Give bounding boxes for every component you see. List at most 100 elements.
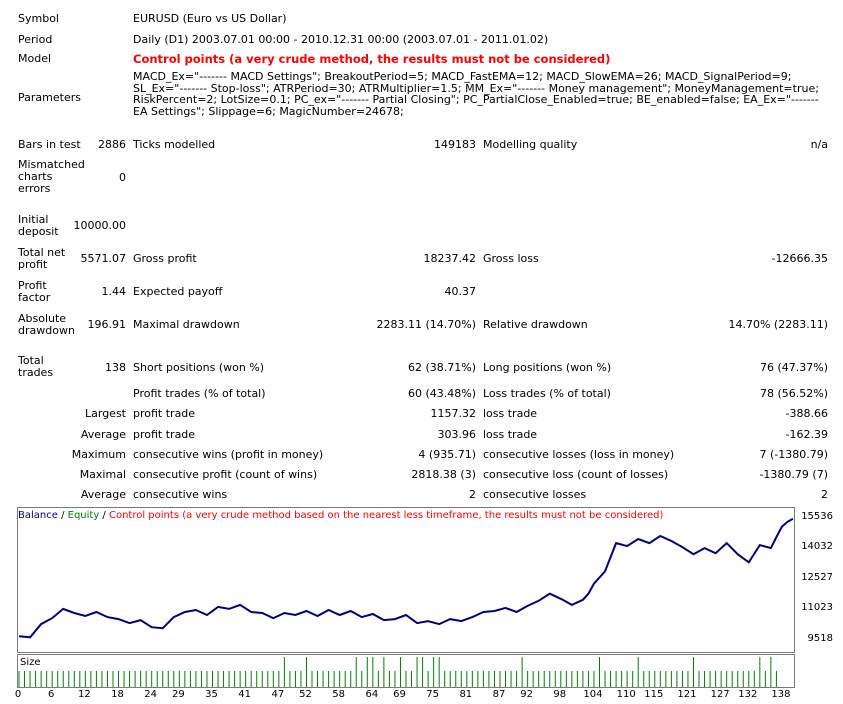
maxdd-value: 2283.11 (14.70%) bbox=[376, 318, 476, 331]
y-tick-label: 9518 bbox=[807, 633, 833, 644]
x-tick-label: 75 bbox=[426, 689, 439, 700]
quality-value: n/a bbox=[810, 138, 828, 151]
largest-loss-label: loss trade bbox=[483, 407, 538, 420]
mismatch-value: 0 bbox=[119, 171, 126, 184]
x-tick-label: 24 bbox=[144, 689, 158, 700]
short-label: Short positions (won %) bbox=[133, 361, 265, 374]
x-tick-label: 58 bbox=[332, 689, 346, 700]
quality-label: Modelling quality bbox=[483, 138, 578, 151]
maximal-consec-profit-value: 2818.38 (3) bbox=[411, 468, 476, 481]
maximal-consec-profit-label: consecutive profit (count of wins) bbox=[133, 468, 318, 481]
reldd-value: 14.70% (2283.11) bbox=[728, 318, 828, 331]
legend-separator: / bbox=[57, 510, 68, 521]
ptrades-label: Profit trades (% of total) bbox=[133, 387, 266, 400]
netprofit-label: Total net profit bbox=[18, 246, 66, 271]
model-value: Control points (a very crude method, the… bbox=[133, 52, 611, 66]
x-tick-label: 47 bbox=[271, 689, 285, 700]
average-profit-label: profit trade bbox=[133, 428, 196, 441]
grossloss-value: -12666.35 bbox=[771, 252, 828, 265]
largest-profit-label: profit trade bbox=[133, 407, 196, 420]
y-tick-label: 14032 bbox=[801, 541, 833, 553]
absdd-value: 196.91 bbox=[87, 318, 127, 331]
max-consec-wins-value: 4 (935.71) bbox=[418, 448, 476, 461]
x-tick-label: 87 bbox=[492, 689, 506, 700]
x-tick-label: 52 bbox=[299, 689, 312, 700]
chart-legend: Balance / Equity / Control points (a ver… bbox=[18, 510, 663, 521]
ltrades-value: 78 (56.52%) bbox=[759, 387, 828, 400]
x-tick-label: 29 bbox=[171, 689, 185, 700]
legend-equity: Equity bbox=[67, 510, 100, 521]
grossprofit-value: 18237.42 bbox=[423, 252, 477, 265]
x-tick-label: 127 bbox=[710, 689, 730, 700]
bars-value: 2886 bbox=[98, 138, 126, 151]
x-tick-label: 110 bbox=[616, 689, 636, 700]
avg-consec-wins-value: 2 bbox=[469, 488, 476, 501]
y-tick-label: 15536 bbox=[801, 511, 833, 522]
x-tick-label: 12 bbox=[77, 689, 91, 700]
ltrades-label: Loss trades (% of total) bbox=[483, 387, 611, 400]
largest-loss-value: -388.66 bbox=[785, 407, 828, 420]
mismatch-label: Mismatched charts errors bbox=[18, 158, 85, 195]
payoff-value: 40.37 bbox=[444, 285, 477, 298]
average2-label: Average bbox=[80, 488, 126, 501]
legend-control-points: Control points (a very crude method base… bbox=[108, 510, 664, 521]
payoff-label: Expected payoff bbox=[133, 285, 223, 298]
ticks-label: Ticks modelled bbox=[133, 138, 216, 151]
grossloss-label: Gross loss bbox=[483, 252, 539, 265]
y-tick-label: 12527 bbox=[801, 572, 833, 583]
reldd-label: Relative drawdown bbox=[483, 318, 588, 331]
y-tick-label: 11023 bbox=[801, 602, 833, 614]
trades-label: Total trades bbox=[18, 354, 54, 379]
x-tick-label: 138 bbox=[771, 689, 791, 700]
trades-value: 138 bbox=[105, 361, 126, 374]
x-tick-label: 81 bbox=[459, 689, 473, 700]
size-label: Size bbox=[20, 657, 41, 668]
max-consec-wins-label: consecutive wins (profit in money) bbox=[133, 448, 324, 461]
ptrades-value: 60 (43.48%) bbox=[407, 387, 476, 400]
symbol-value: EURUSD (Euro vs US Dollar) bbox=[133, 12, 287, 25]
period-value: Daily (D1) 2003.07.01 00:00 - 2010.12.31… bbox=[133, 33, 549, 46]
x-tick-label: 104 bbox=[583, 689, 603, 700]
average-loss-label: loss trade bbox=[483, 428, 538, 441]
maxdd-label: Maximal drawdown bbox=[133, 318, 240, 331]
short-value: 62 (38.71%) bbox=[407, 361, 476, 374]
average-loss-value: -162.39 bbox=[785, 428, 828, 441]
long-label: Long positions (won %) bbox=[483, 361, 612, 374]
bars-label: Bars in test bbox=[18, 138, 81, 151]
maximal-consec-loss-value: -1380.79 (7) bbox=[759, 468, 828, 481]
balance-chart-svg bbox=[18, 517, 794, 639]
size-chart bbox=[17, 654, 795, 688]
legend-balance: Balance bbox=[18, 510, 58, 521]
avg-consec-wins-label: consecutive wins bbox=[133, 488, 228, 501]
x-tick-label: 35 bbox=[205, 689, 218, 700]
x-tick-label: 64 bbox=[365, 689, 379, 700]
pf-value: 1.44 bbox=[101, 285, 127, 298]
absdd-label: Absolute drawdown bbox=[18, 312, 75, 337]
avg-consec-losses-value: 2 bbox=[821, 488, 828, 501]
size-chart-svg bbox=[18, 657, 777, 687]
netprofit-value: 5571.07 bbox=[80, 252, 127, 265]
model-label: Model bbox=[18, 52, 52, 65]
x-tick-label: 69 bbox=[393, 689, 406, 700]
balance-chart bbox=[17, 507, 795, 653]
max-consec-losses-value: 7 (-1380.79) bbox=[759, 448, 828, 461]
parameters-value: MACD_Ex="------- MACD Settings"; Breakou… bbox=[133, 70, 819, 118]
pf-label: Profit factor bbox=[18, 279, 51, 304]
maximal-consec-loss-label: consecutive loss (count of losses) bbox=[483, 468, 669, 481]
average-label: Average bbox=[80, 428, 126, 441]
grossprofit-label: Gross profit bbox=[133, 252, 197, 265]
x-tick-label: 6 bbox=[47, 689, 55, 700]
deposit-label: Initial deposit bbox=[18, 213, 59, 238]
ticks-value: 149183 bbox=[434, 138, 476, 151]
max-consec-losses-label: consecutive losses (loss in money) bbox=[483, 448, 675, 461]
x-tick-label: 98 bbox=[553, 689, 567, 700]
period-label: Period bbox=[18, 33, 53, 46]
average-profit-value: 303.96 bbox=[437, 428, 477, 441]
symbol-label: Symbol bbox=[18, 12, 59, 25]
x-tick-label: 132 bbox=[738, 689, 758, 700]
maximal-label: Maximal bbox=[79, 468, 126, 481]
x-tick-label: 121 bbox=[677, 689, 697, 700]
avg-consec-losses-label: consecutive losses bbox=[483, 488, 587, 501]
legend-separator: / bbox=[99, 510, 109, 521]
balance-series-line bbox=[18, 517, 794, 639]
